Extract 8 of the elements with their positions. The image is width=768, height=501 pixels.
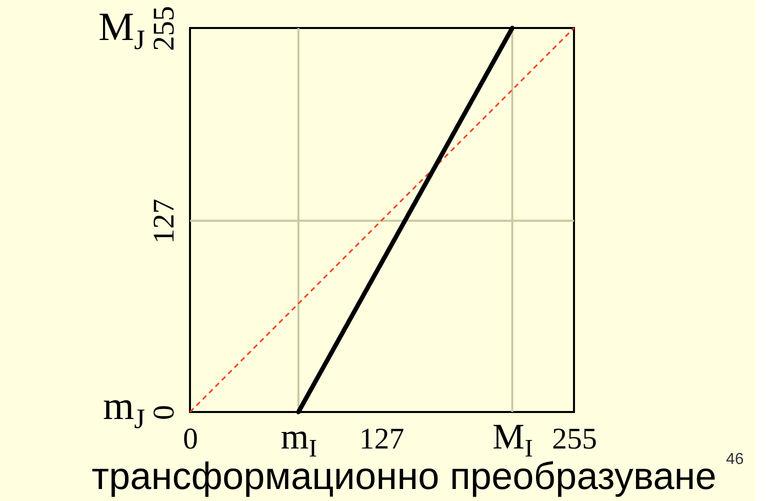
y-tick-label: 127 [148, 198, 180, 244]
x-tick-label: 255 [552, 422, 597, 456]
text: m$_{J}$ [102, 383, 146, 435]
y-tick-label: 255 [148, 6, 180, 51]
y-tick-label: 0 [148, 405, 180, 420]
text: 46 [726, 451, 744, 468]
text: M$_{J}$ [98, 4, 146, 56]
x-tick-label: 127 [359, 422, 404, 456]
